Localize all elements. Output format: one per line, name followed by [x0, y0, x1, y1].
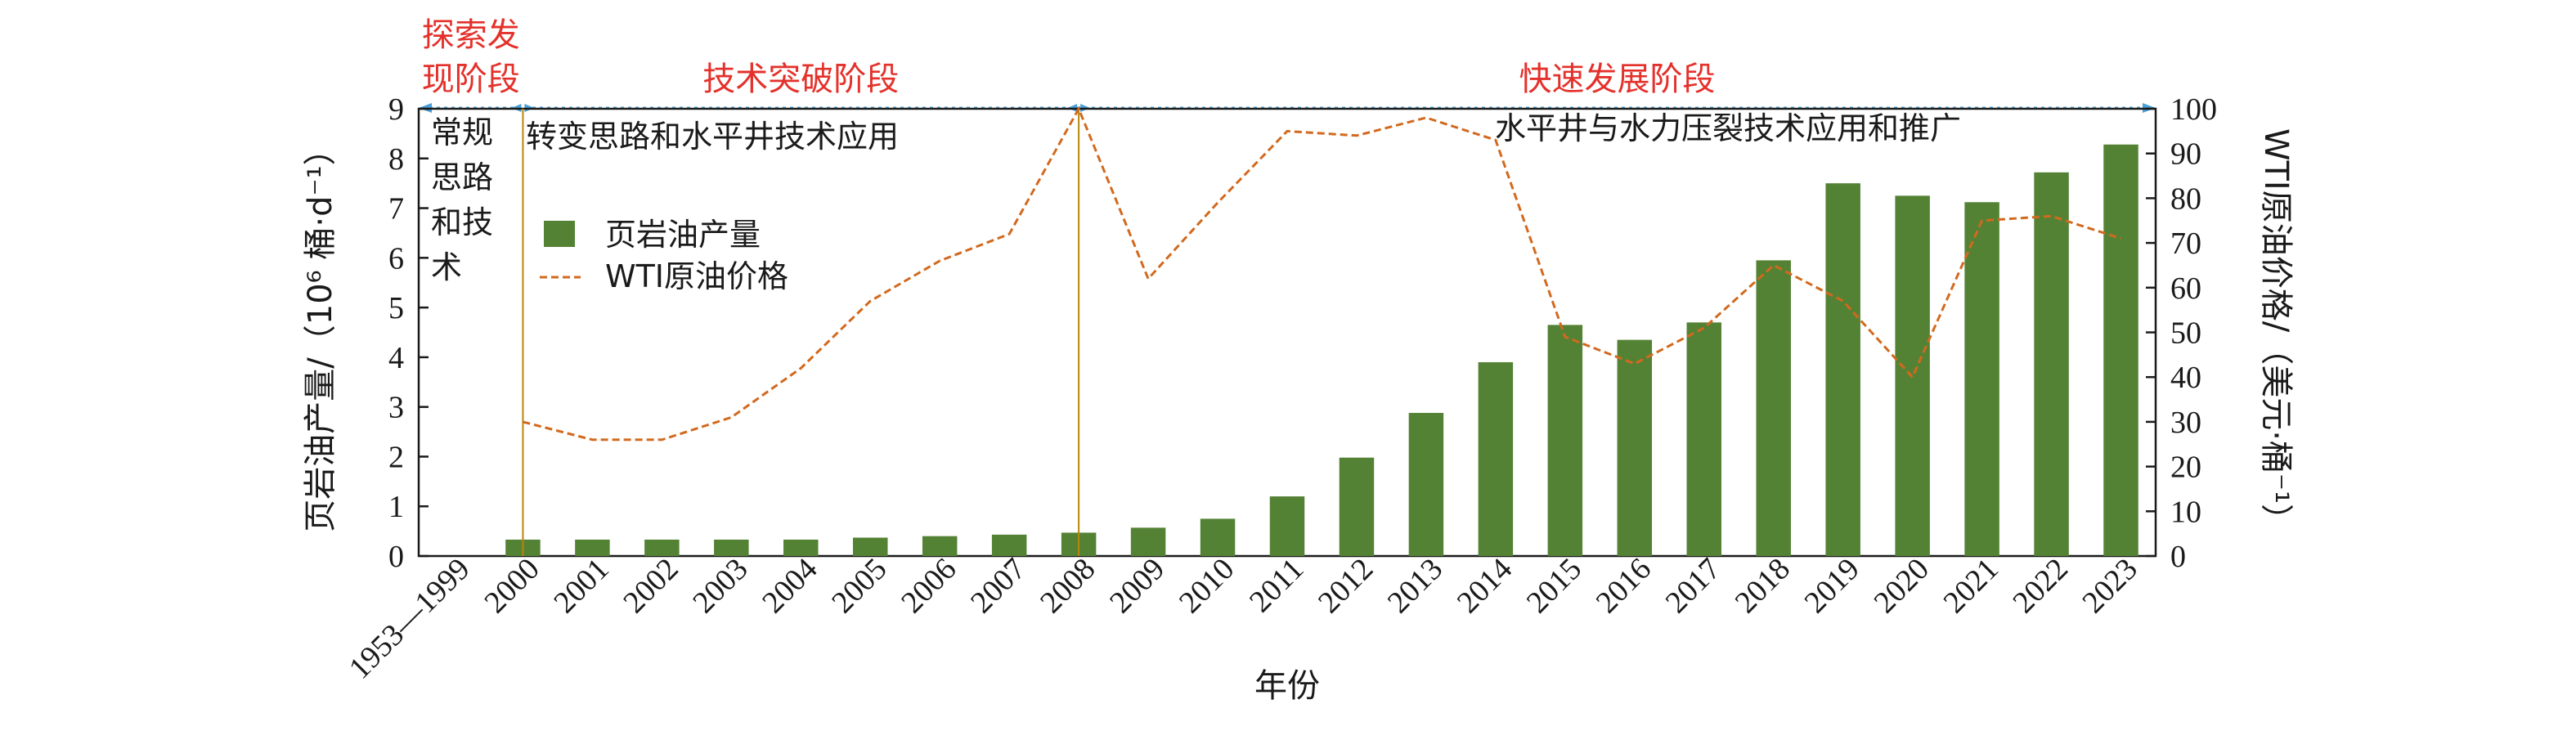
production-bar: [991, 534, 1027, 556]
production-bar: [1756, 260, 1791, 556]
right-tick-label: 60: [2170, 271, 2201, 306]
left-tick-label: 5: [388, 291, 404, 325]
left-axis-title: 页岩油产量/（10⁶ 桶·d⁻¹）: [302, 132, 339, 531]
x-tick-label: 2003: [686, 552, 754, 620]
production-bar: [1686, 322, 1721, 556]
production-bar: [1825, 183, 1860, 556]
x-tick-label: 2021: [1937, 552, 2005, 620]
production-bar: [783, 539, 819, 556]
x-tick-label: 2005: [825, 552, 893, 620]
phase1-note-line3: 和技: [431, 204, 493, 240]
x-tick-label: 2023: [2076, 552, 2143, 620]
x-tick-label: 2020: [1868, 552, 1936, 620]
x-axis: 1953—1999 2000 2001 2002 2003 2004 2005 2006 200…: [343, 552, 2144, 686]
x-tick-label: 2014: [1451, 552, 1519, 620]
left-tick-label: 0: [388, 540, 404, 574]
x-tick-label: 2019: [1798, 552, 1866, 620]
x-tick-label: 2001: [547, 552, 615, 620]
production-bar: [1130, 527, 1166, 556]
production-bar: [1617, 339, 1653, 556]
production-bar: [644, 539, 680, 556]
right-tick-label: 20: [2170, 451, 2201, 485]
x-axis-title: 年份: [1254, 667, 1320, 705]
left-tick-label: 1: [388, 490, 404, 524]
phase1-note-line2: 思路: [431, 159, 493, 195]
right-tick-label: 90: [2170, 137, 2201, 172]
production-bar: [1408, 412, 1444, 556]
right-axis: 0 10 20 30 40 50 60 70 80 90 100: [2146, 92, 2217, 574]
x-tick-label: 2009: [1103, 552, 1171, 620]
right-tick-label: 70: [2170, 226, 2201, 261]
x-tick-label: 2016: [1590, 552, 1658, 620]
left-axis: 0 1 2 3 4 5 6 7 8 9: [388, 92, 429, 574]
x-tick-label: 2010: [1173, 552, 1241, 620]
x-tick-label: 2006: [895, 552, 963, 620]
x-tick-label: 2002: [617, 552, 684, 620]
left-tick-label: 3: [388, 391, 404, 425]
x-tick-label: 2011: [1243, 552, 1310, 619]
x-tick-label: 1953—1999: [343, 552, 477, 686]
production-bar: [853, 537, 888, 556]
legend-line-label: WTI原油价格: [605, 258, 788, 294]
phase2-note: 转变思路和水平井技术应用: [526, 119, 899, 155]
production-bar: [575, 539, 610, 556]
right-tick-label: 40: [2170, 361, 2201, 395]
right-tick-label: 100: [2170, 92, 2217, 127]
phase-label-breakthrough: 技术突破阶段: [702, 61, 899, 98]
legend-bar-swatch: [544, 221, 575, 247]
x-tick-label: 2022: [2006, 552, 2074, 620]
right-tick-label: 10: [2170, 495, 2201, 529]
x-tick-label: 2013: [1381, 552, 1449, 620]
phase-label-exploration-line2: 现阶段: [422, 61, 520, 98]
production-bar: [1200, 518, 1236, 556]
x-tick-label: 2015: [1520, 552, 1588, 620]
x-tick-label: 2004: [756, 552, 824, 620]
x-tick-label: 2007: [964, 552, 1032, 620]
phase-label-rapid-development: 快速发展阶段: [1519, 61, 1716, 98]
x-tick-label: 2008: [1034, 552, 1102, 620]
phase-label-exploration-line1: 探索发: [422, 16, 520, 54]
x-tick-label: 2018: [1729, 552, 1797, 620]
left-tick-label: 2: [388, 440, 404, 474]
production-bar: [1339, 457, 1375, 556]
left-tick-label: 8: [388, 142, 404, 177]
production-bar: [714, 539, 749, 556]
left-tick-label: 6: [388, 241, 404, 276]
phase3-note: 水平井与水力压裂技术应用和推广: [1495, 110, 1961, 146]
production-bar: [1478, 361, 1514, 556]
phase1-note-line4: 术: [431, 249, 462, 285]
right-tick-label: 0: [2170, 540, 2186, 574]
right-tick-label: 50: [2170, 316, 2201, 351]
x-tick-label: 2017: [1659, 552, 1727, 620]
left-tick-label: 4: [388, 341, 404, 375]
production-bar: [1269, 496, 1305, 556]
wti-price-line: [523, 105, 2121, 442]
phase1-note-line1: 常规: [431, 114, 493, 150]
x-tick-label: 2000: [478, 552, 545, 620]
production-bar: [2034, 172, 2069, 556]
right-tick-label: 30: [2170, 406, 2201, 440]
legend-bar-label: 页岩油产量: [605, 217, 761, 253]
right-tick-label: 80: [2170, 182, 2201, 216]
production-bar: [1547, 325, 1583, 556]
production-bar: [922, 536, 958, 556]
left-tick-label: 9: [388, 92, 404, 127]
production-bars: [505, 144, 2138, 557]
legend: 页岩油产量 WTI原油价格: [540, 217, 788, 294]
x-tick-label: 2012: [1312, 552, 1380, 620]
right-axis-title: WTI原油价格/（美元·桶⁻¹）: [2257, 128, 2295, 536]
production-bar: [2103, 144, 2138, 556]
left-tick-label: 7: [388, 192, 404, 226]
production-bar: [1964, 202, 1999, 557]
